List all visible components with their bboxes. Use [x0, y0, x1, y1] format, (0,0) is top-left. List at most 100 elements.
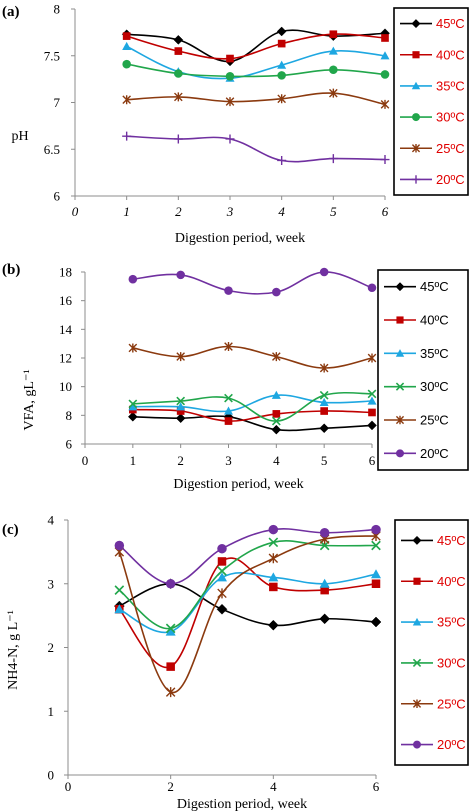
- data-point: [367, 396, 377, 405]
- data-point: [277, 94, 286, 104]
- legend-swatch-marker: [413, 577, 421, 585]
- data-point: [380, 70, 390, 79]
- data-point: [367, 353, 377, 363]
- series-line: [118, 535, 377, 693]
- y-tick-label: 7: [54, 95, 61, 110]
- series-line: [126, 135, 386, 163]
- y-tick-label: 0: [48, 768, 55, 783]
- legend-label: 40ºC: [437, 574, 466, 589]
- y-tick-label: 14: [59, 322, 73, 337]
- data-point: [225, 134, 235, 144]
- data-point: [319, 578, 330, 588]
- data-point: [217, 557, 227, 566]
- legend-label: 40ºC: [436, 47, 465, 62]
- legend-label: 45ºC: [437, 533, 466, 548]
- data-point: [217, 572, 227, 582]
- data-point: [217, 543, 227, 554]
- data-point: [271, 390, 281, 399]
- data-point: [272, 410, 281, 418]
- legend-swatch-marker: [412, 617, 422, 626]
- x-axis-label: Digestion period, week: [177, 797, 307, 812]
- legend-swatch-marker: [411, 144, 421, 153]
- series-line: [118, 582, 377, 627]
- data-point: [226, 54, 234, 63]
- legend-box: [377, 269, 469, 471]
- x-tick-label: 1: [130, 453, 137, 468]
- panel-c: (c) 0 1 2 3 4 0 2 4 6 Digestion period, week NH4-N,…: [2, 513, 469, 812]
- y-tick-label: 8: [54, 2, 61, 17]
- data-point: [176, 396, 186, 406]
- data-point: [271, 424, 282, 435]
- data-point: [122, 59, 131, 69]
- data-point: [128, 399, 138, 409]
- series-25ºC: [114, 530, 381, 698]
- legend-label: 25ºC: [420, 413, 449, 428]
- legend-label: 35ºC: [436, 78, 465, 93]
- series-line: [126, 33, 386, 60]
- series-35ºC: [114, 569, 381, 636]
- legend-swatch-marker: [395, 349, 405, 357]
- data-point: [114, 604, 125, 614]
- legend-label: 30ºC: [436, 110, 465, 125]
- series-line: [126, 45, 386, 80]
- data-point: [367, 420, 377, 431]
- y-tick-label: 7.5: [44, 48, 60, 63]
- legend-swatch-marker: [396, 316, 404, 324]
- data-point: [268, 553, 279, 564]
- legend-swatch-marker: [411, 19, 421, 29]
- data-point: [127, 411, 138, 422]
- y-axis-label: VFA, gL⁻¹: [22, 369, 37, 430]
- x-tick-label: 4: [278, 204, 285, 219]
- legend-label: 35ºC: [437, 615, 466, 630]
- data-point: [122, 32, 131, 40]
- y-axis-label: NH4-N, g L⁻¹: [6, 610, 21, 690]
- series-line: [126, 63, 386, 78]
- y-tick-label: 10: [59, 379, 72, 394]
- y-tick-label: 1: [48, 704, 55, 719]
- x-tick-label: 4: [270, 779, 277, 794]
- data-point: [114, 585, 125, 595]
- data-point: [224, 393, 233, 403]
- x-tick-label: 2: [175, 204, 182, 219]
- x-tick-label: 3: [225, 453, 232, 468]
- data-point: [277, 60, 287, 69]
- x-tick-label: 2: [177, 453, 184, 468]
- legend-box: [394, 519, 469, 766]
- data-point: [371, 524, 381, 535]
- series-40ºC: [129, 405, 376, 425]
- x-tick-label: 5: [330, 204, 337, 219]
- data-point: [320, 585, 329, 595]
- data-point: [328, 46, 338, 55]
- data-point: [173, 134, 183, 144]
- data-point: [225, 97, 235, 107]
- data-point: [224, 406, 233, 415]
- series-20ºC: [114, 524, 381, 589]
- data-point: [371, 540, 381, 551]
- series-20ºC: [128, 267, 377, 297]
- data-point: [319, 363, 329, 373]
- series-40ºC: [115, 557, 381, 671]
- data-point: [217, 566, 227, 576]
- x-tick-label: 2: [167, 779, 174, 794]
- data-point: [176, 402, 186, 411]
- data-point: [128, 343, 138, 353]
- legend-label: 35ºC: [420, 346, 449, 361]
- series-line: [118, 539, 377, 630]
- legend-swatch-marker: [413, 740, 421, 749]
- legend-swatch-marker: [395, 415, 405, 425]
- data-point: [176, 352, 185, 362]
- data-point: [269, 582, 278, 592]
- legend-label: 25ºC: [436, 141, 465, 156]
- data-point: [224, 417, 233, 425]
- data-point: [319, 397, 329, 407]
- legend-box: [393, 7, 469, 196]
- legend-label: 20ºC: [436, 172, 465, 187]
- series-line: [132, 271, 373, 295]
- data-point: [319, 390, 329, 400]
- series-25ºC: [128, 342, 377, 373]
- data-point: [329, 30, 338, 39]
- data-point: [320, 407, 328, 415]
- x-tick-label: 3: [226, 204, 234, 219]
- y-tick-label: 2: [48, 640, 55, 655]
